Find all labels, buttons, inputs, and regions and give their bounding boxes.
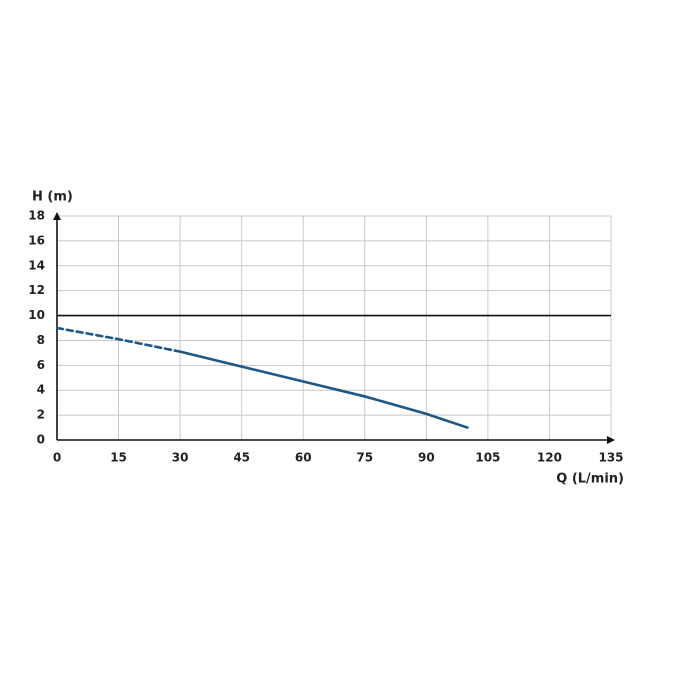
x-tick-label: 105 <box>475 451 500 465</box>
y-tick-label: 4 <box>37 383 45 397</box>
x-tick-label: 30 <box>172 451 189 465</box>
y-tick-label: 6 <box>37 358 45 372</box>
y-axis-label: H (m) <box>32 190 73 205</box>
y-tick-label: 14 <box>28 258 45 272</box>
x-tick-label: 90 <box>418 451 435 465</box>
x-tick-label: 135 <box>598 451 623 465</box>
curve <box>178 350 469 429</box>
x-tick-label: 75 <box>356 451 373 465</box>
y-tick-label: 2 <box>37 408 45 422</box>
y-tick-label: 18 <box>28 209 45 223</box>
x-axis-label: Q (L/min) <box>556 472 624 487</box>
y-tick-label: 12 <box>28 283 45 297</box>
x-tick-label: 60 <box>295 451 312 465</box>
y-tick-label: 0 <box>37 433 45 447</box>
x-axis-arrow <box>607 436 615 444</box>
curve-dashed <box>55 326 182 353</box>
y-axis-arrow <box>53 212 61 220</box>
y-tick-label: 8 <box>37 333 45 347</box>
y-tick-label: 16 <box>28 233 45 247</box>
x-tick-label: 15 <box>110 451 127 465</box>
x-tick-label: 0 <box>53 451 61 465</box>
x-tick-label: 120 <box>537 451 562 465</box>
x-tick-label: 45 <box>233 451 250 465</box>
y-tick-label: 10 <box>28 308 45 322</box>
